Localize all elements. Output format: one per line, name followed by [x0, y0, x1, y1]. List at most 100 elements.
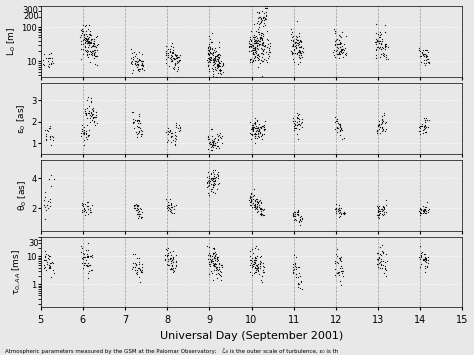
Point: [174, 59, 182, 65]
Point: [296, 285, 304, 291]
Point: [256, 14, 264, 20]
Point: [255, 41, 263, 47]
Point: [336, 121, 343, 127]
Point: [173, 122, 180, 128]
Point: [128, 61, 135, 67]
Point: [298, 125, 305, 130]
Point: [299, 49, 307, 55]
Point: [79, 130, 86, 136]
Point: [261, 4, 269, 9]
Point: [416, 208, 423, 214]
Point: [132, 202, 139, 208]
Point: [293, 34, 301, 40]
Point: [206, 173, 213, 179]
Point: [167, 252, 174, 257]
Point: [335, 50, 343, 56]
Point: [138, 269, 146, 275]
Point: [215, 59, 223, 65]
Point: [39, 57, 47, 63]
Point: [128, 58, 136, 64]
Point: [209, 186, 216, 191]
Point: [374, 256, 382, 262]
Point: [140, 59, 147, 64]
Point: [297, 44, 304, 49]
Point: [137, 268, 145, 274]
Point: [249, 128, 257, 133]
Point: [210, 59, 218, 64]
Point: [335, 270, 342, 276]
Point: [90, 111, 97, 116]
Point: [91, 47, 99, 53]
Point: [337, 128, 344, 134]
Point: [423, 264, 430, 269]
Point: [334, 118, 341, 124]
Point: [420, 209, 428, 215]
Point: [87, 40, 95, 46]
Point: [248, 246, 256, 251]
Point: [246, 41, 254, 47]
Point: [165, 262, 173, 268]
Point: [211, 142, 219, 148]
Point: [246, 199, 254, 205]
Point: [247, 260, 255, 266]
Point: [40, 262, 48, 267]
Point: [83, 37, 91, 43]
Point: [164, 52, 172, 58]
Point: [80, 127, 88, 133]
Point: [167, 258, 175, 263]
Point: [337, 44, 344, 50]
Point: [247, 202, 255, 208]
Point: [377, 47, 385, 52]
Point: [245, 38, 253, 44]
Point: [134, 203, 141, 209]
Point: [169, 262, 176, 268]
Point: [418, 124, 426, 129]
Point: [338, 270, 346, 276]
Point: [217, 269, 224, 275]
Point: [291, 263, 299, 268]
Point: [336, 39, 343, 44]
Point: [336, 202, 343, 208]
Point: [88, 50, 96, 55]
Point: [176, 58, 184, 63]
Point: [90, 53, 97, 58]
Point: [417, 210, 425, 216]
Point: [252, 206, 260, 211]
Point: [204, 169, 211, 175]
Point: [256, 258, 264, 264]
Point: [47, 60, 55, 66]
Point: [259, 123, 267, 129]
Point: [251, 38, 259, 43]
Point: [215, 60, 223, 66]
Point: [372, 55, 380, 60]
Point: [133, 269, 141, 275]
Point: [260, 126, 267, 132]
Point: [210, 250, 217, 256]
Point: [129, 264, 137, 270]
Point: [330, 47, 337, 53]
Point: [218, 262, 225, 268]
Point: [375, 121, 383, 126]
Point: [256, 130, 264, 136]
Point: [297, 39, 304, 44]
Point: [164, 207, 172, 213]
Point: [421, 129, 429, 135]
Point: [251, 270, 258, 275]
Point: [42, 131, 50, 137]
Point: [248, 123, 256, 129]
Point: [209, 190, 217, 195]
Point: [210, 178, 218, 184]
Point: [209, 49, 217, 55]
Point: [259, 123, 267, 129]
Point: [84, 206, 92, 212]
Point: [294, 42, 301, 47]
Point: [85, 268, 92, 274]
Point: [45, 256, 53, 262]
Point: [377, 41, 385, 47]
Point: [205, 33, 212, 39]
Point: [47, 142, 55, 148]
Point: [292, 45, 300, 51]
Point: [378, 206, 386, 212]
Point: [254, 201, 261, 207]
Point: [417, 253, 425, 258]
